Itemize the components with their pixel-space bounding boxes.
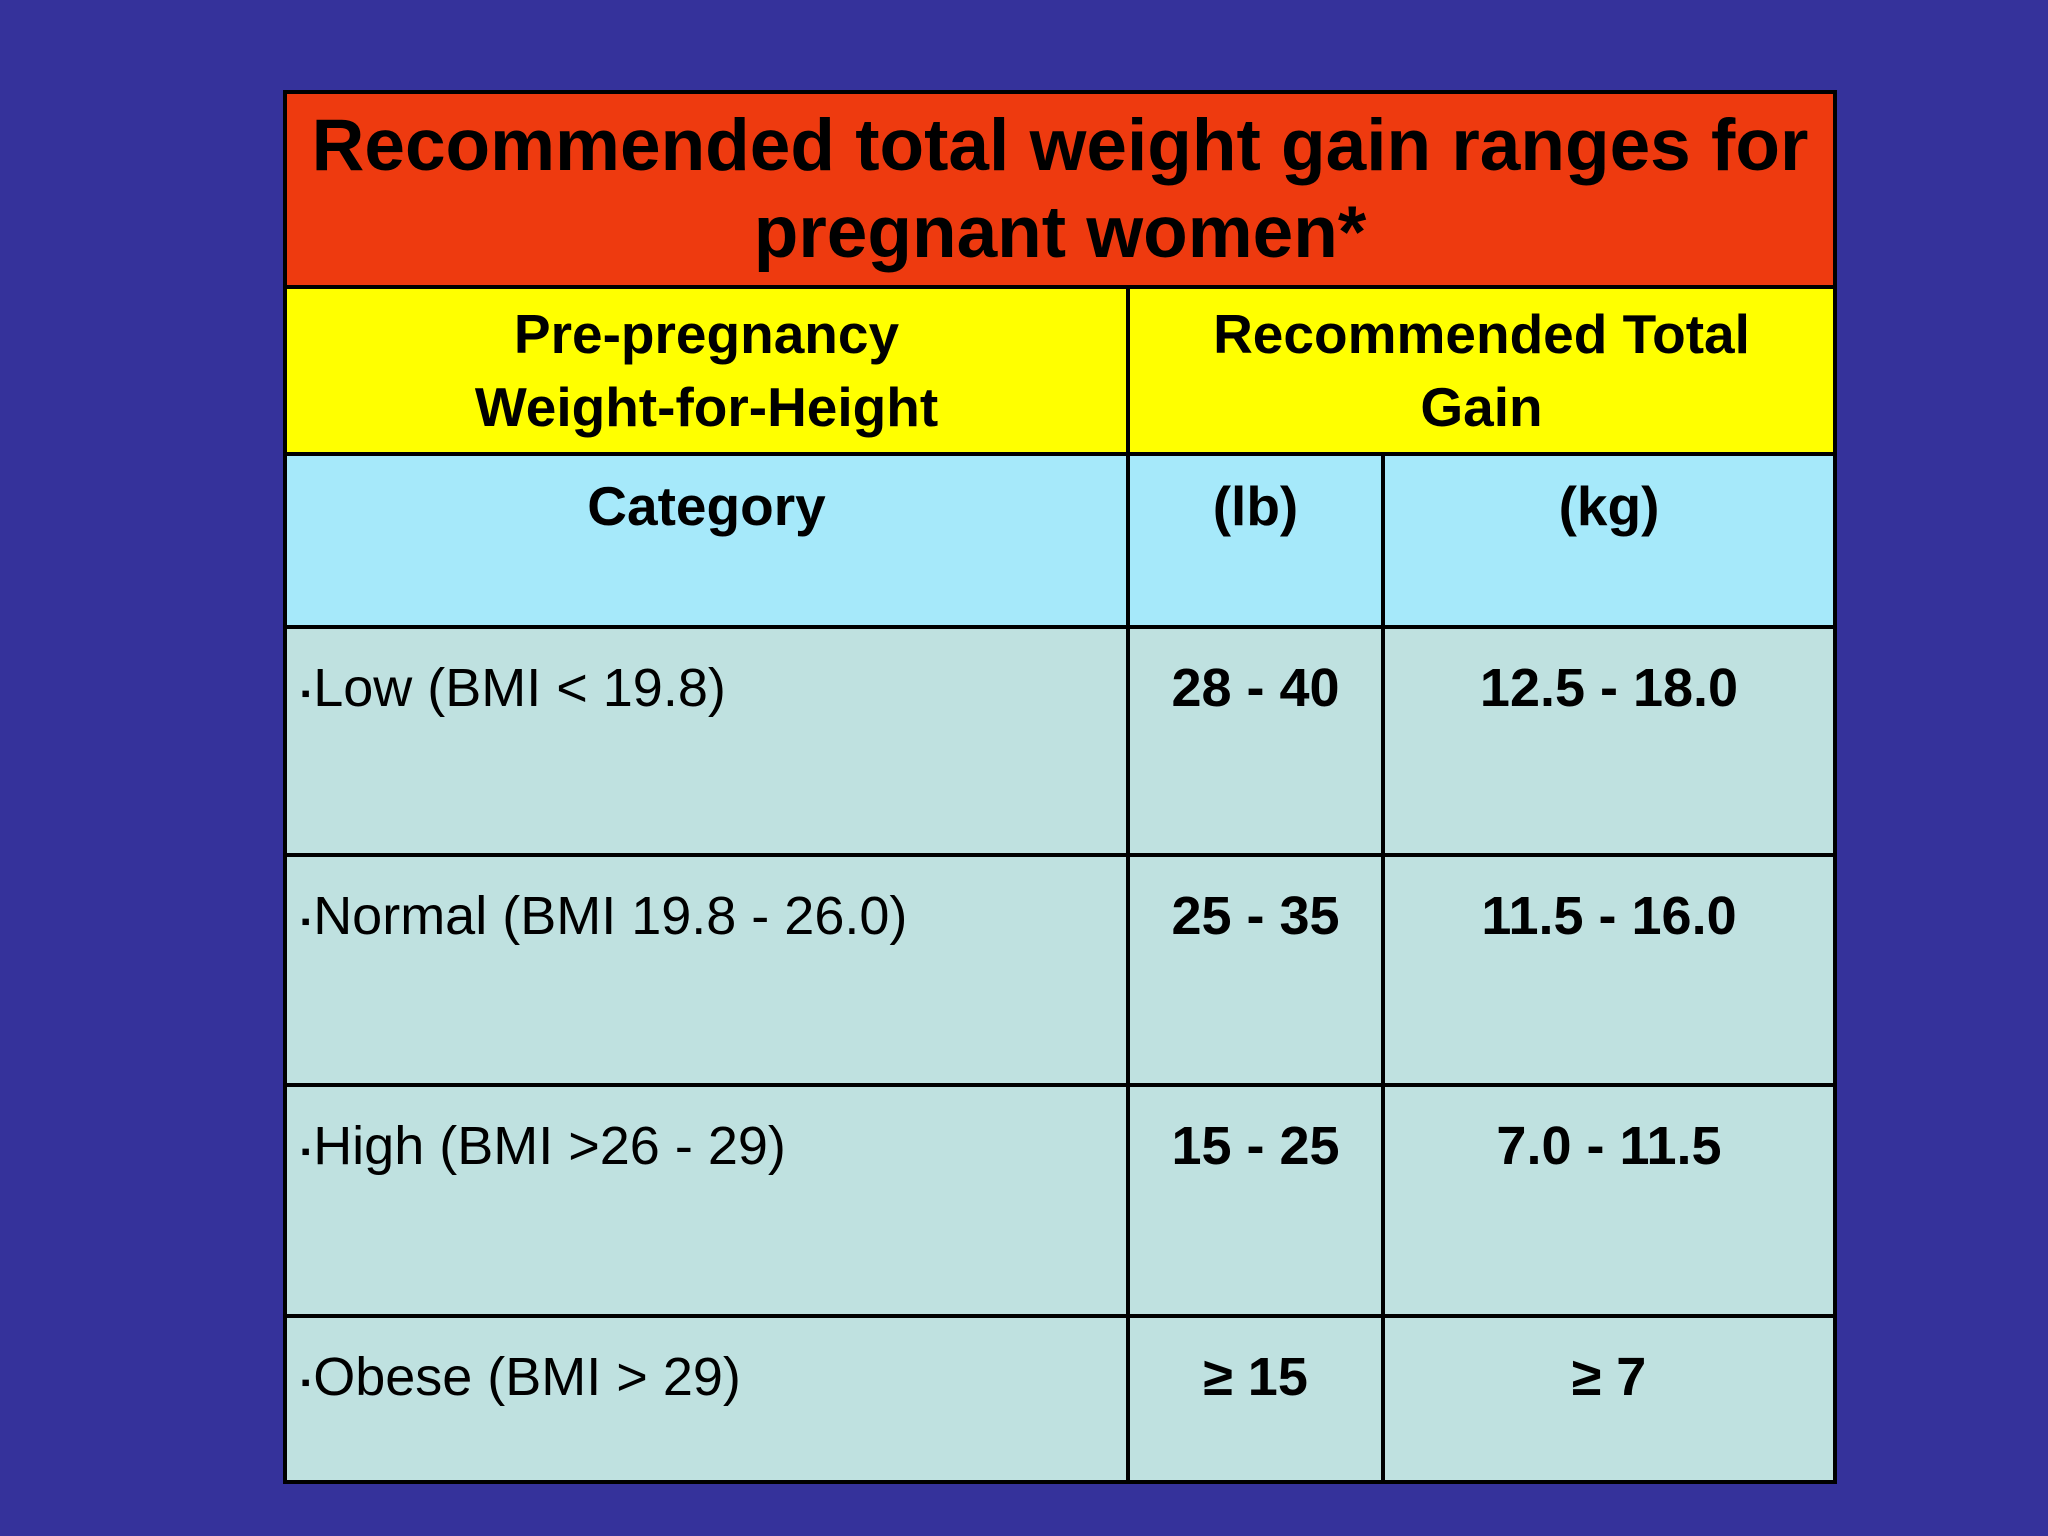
category-label: High (BMI >26 - 29) xyxy=(313,1116,786,1176)
category-cell: ▪High (BMI >26 - 29) xyxy=(283,1083,1130,1318)
title-row: Recommended total weight gain ranges for… xyxy=(282,90,1838,289)
table-row-high: ▪High (BMI >26 - 29) 15 - 25 7.0 - 11.5 xyxy=(283,1083,1838,1318)
square-bullet-icon: ▪ xyxy=(301,1138,311,1167)
slide-title: Recommended total weight gain ranges for… xyxy=(282,90,1838,289)
lb-value: 25 - 35 xyxy=(1126,853,1385,1087)
table-row-obese: ▪Obese (BMI > 29) ≥ 15 ≥ 7 xyxy=(283,1314,1838,1484)
kg-value: 7.0 - 11.5 xyxy=(1380,1083,1838,1318)
subheader-kg: (kg) xyxy=(1380,452,1838,629)
category-label: Obese (BMI > 29) xyxy=(313,1347,741,1407)
subheader-category: Category xyxy=(283,452,1130,629)
subheader-row: Category (lb) (kg) xyxy=(283,452,1838,629)
category-cell: ▪Obese (BMI > 29) xyxy=(283,1314,1130,1484)
lb-value: 15 - 25 xyxy=(1126,1083,1385,1318)
kg-value: ≥ 7 xyxy=(1380,1314,1838,1484)
table-row-normal: ▪Normal (BMI 19.8 - 26.0) 25 - 35 11.5 -… xyxy=(283,853,1838,1087)
weight-gain-table: Recommended total weight gain ranges for… xyxy=(282,90,1838,1484)
kg-value: 11.5 - 16.0 xyxy=(1380,853,1838,1087)
category-label: Normal (BMI 19.8 - 26.0) xyxy=(313,886,908,946)
square-bullet-icon: ▪ xyxy=(301,1369,311,1398)
square-bullet-icon: ▪ xyxy=(301,908,311,937)
header-pre-pregnancy-weight-for-height: Pre-pregnancy Weight-for-Height xyxy=(283,285,1130,456)
subheader-lb: (lb) xyxy=(1126,452,1385,629)
category-cell: ▪Normal (BMI 19.8 - 26.0) xyxy=(283,853,1130,1087)
lb-value: ≥ 15 xyxy=(1126,1314,1385,1484)
category-label: Low (BMI < 19.8) xyxy=(313,658,726,718)
header-row: Pre-pregnancy Weight-for-Height Recommen… xyxy=(283,285,1838,456)
category-cell: ▪Low (BMI < 19.8) xyxy=(283,625,1130,857)
lb-value: 28 - 40 xyxy=(1126,625,1385,857)
kg-value: 12.5 - 18.0 xyxy=(1380,625,1838,857)
square-bullet-icon: ▪ xyxy=(301,680,311,709)
header-recommended-total-gain: Recommended Total Gain xyxy=(1125,285,1838,456)
table-row-low: ▪Low (BMI < 19.8) 28 - 40 12.5 - 18.0 xyxy=(283,625,1838,857)
